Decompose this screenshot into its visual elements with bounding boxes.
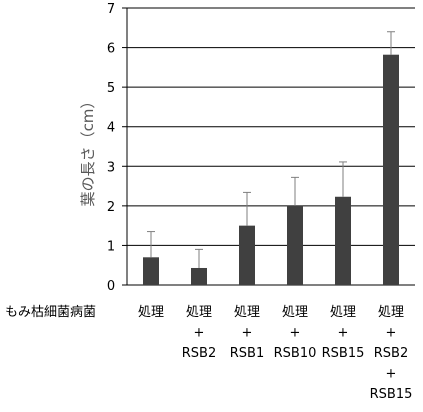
category-label: +: [338, 326, 349, 341]
y-tick-label: 3: [107, 160, 115, 175]
y-tick-labels: 0 1 2 3 4 5 6 7: [107, 2, 115, 294]
y-tick-label: 2: [107, 200, 115, 215]
category-label: 処理: [138, 305, 164, 320]
y-tick-label: 5: [107, 81, 115, 96]
category-label: RSB15: [370, 387, 413, 402]
category-label: 処理: [330, 305, 356, 320]
bar: [239, 225, 255, 285]
bar: [335, 196, 351, 285]
y-tick-label: 4: [107, 121, 115, 136]
category-label: +: [194, 326, 205, 341]
bar: [191, 267, 207, 285]
category-label: +: [386, 367, 397, 382]
category-label: 処理: [378, 305, 404, 320]
bar: [287, 205, 303, 285]
category-label: +: [242, 326, 253, 341]
category-label: RSB2: [182, 346, 216, 361]
gridlines: [127, 7, 415, 246]
error-bars: [147, 31, 395, 268]
y-axis-label: 葉の長さ（cm）: [79, 94, 97, 207]
category-label: RSB2: [374, 346, 408, 361]
category-label: RSB15: [322, 346, 365, 361]
bars: [143, 54, 399, 285]
y-tick-label: 6: [107, 42, 115, 57]
category-label: RSB1: [230, 346, 264, 361]
category-label: RSB10: [274, 346, 317, 361]
category-label: 処理: [186, 305, 212, 320]
category-label: +: [386, 326, 397, 341]
y-tick-label: 0: [107, 279, 115, 294]
y-tick-label: 7: [107, 2, 115, 17]
bar: [143, 257, 159, 285]
bar: [383, 54, 399, 285]
axes: [122, 7, 415, 286]
category-labels: 処理 処理 + RSB2 処理 + RSB1 処理 + RSB10 処理 + RSB15 処理 + RSB2 +…: [138, 305, 412, 402]
pathogen-row-label: もみ枯細菌病菌: [5, 305, 96, 320]
category-label: 処理: [282, 305, 308, 320]
category-label: 処理: [234, 305, 260, 320]
y-tick-label: 1: [107, 239, 115, 254]
category-label: +: [290, 326, 301, 341]
